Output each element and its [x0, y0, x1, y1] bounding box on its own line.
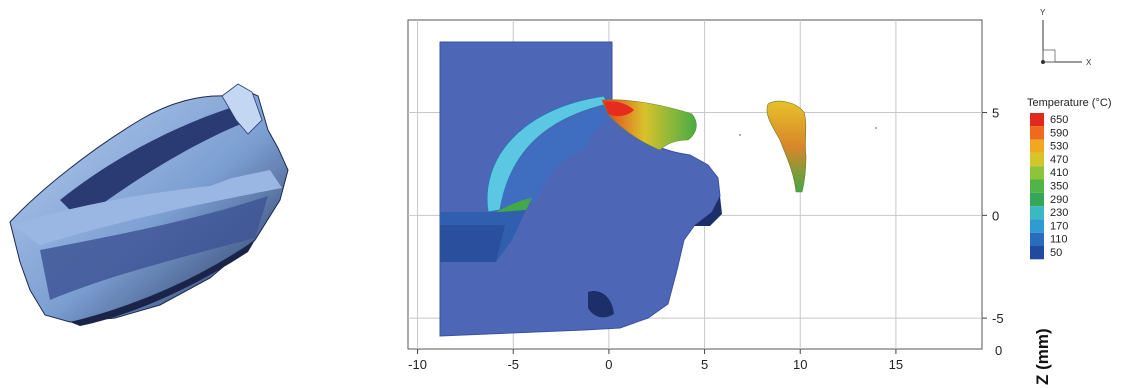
legend-swatch: [1030, 179, 1044, 193]
y-tick-label: 0: [992, 208, 999, 223]
y-tick-label: 5: [992, 106, 999, 121]
tool-lower-dark: [440, 225, 505, 262]
legend-swatch: [1030, 232, 1044, 246]
tool-section-inner: [500, 106, 612, 210]
legend-swatch: [1030, 126, 1044, 140]
tool-pocket-bottom: [588, 290, 614, 318]
x-tick-label: -5: [507, 357, 519, 372]
z-axis-zero-label: 0: [995, 343, 1002, 358]
legend-level-label: 50: [1050, 247, 1062, 259]
chip-detached: [766, 100, 807, 193]
legend-level-label: 590: [1050, 127, 1068, 139]
legend-level-label: 530: [1050, 141, 1068, 153]
tool-shank-edge: [70, 240, 255, 326]
legend-level-label: 110: [1050, 234, 1068, 246]
tool-pocket-right: [694, 196, 722, 226]
triad-origin: [1041, 60, 1045, 64]
x-tick-label: 0: [605, 357, 612, 372]
legend-swatch: [1030, 152, 1044, 167]
x-tick-label: 15: [889, 357, 903, 372]
chip-primary-hot: [604, 101, 634, 117]
debris-dot: [739, 134, 741, 136]
tool-flute-shadow: [40, 196, 268, 300]
legend-level-label: 290: [1050, 194, 1068, 206]
legend-level-label: 470: [1050, 154, 1068, 166]
legend-swatch: [1030, 246, 1044, 260]
triad-box: [1042, 49, 1056, 63]
y-tick-label: -5: [992, 311, 1004, 326]
coordinate-triad: Y X: [1040, 8, 1092, 67]
legend-level-label: 650: [1050, 114, 1068, 126]
z-axis-title: Z (mm): [1033, 328, 1052, 385]
simulation-plot: -10 -5 0 5 10 15 5 0 -5 0 Z (mm): [407, 19, 1052, 385]
legend-swatch: [1030, 219, 1044, 233]
x-tick-label: -10: [408, 357, 427, 372]
triad-y-label: Y: [1040, 8, 1046, 17]
legend-swatch: [1030, 166, 1044, 180]
x-axis-ticks: -10 -5 0 5 10 15: [408, 349, 903, 372]
legend-level-label: 170: [1050, 220, 1068, 232]
debris-dot: [875, 127, 877, 129]
legend-swatch: [1030, 139, 1044, 153]
x-tick-label: 10: [793, 357, 807, 372]
legend-swatch: [1030, 113, 1044, 127]
tool-tip: [221, 83, 263, 135]
tool-flute-lower: [12, 170, 282, 245]
legend-title: Temperature (°C): [1027, 97, 1111, 109]
legend-level-label: 230: [1050, 207, 1068, 219]
tool-flute-upper: [60, 108, 246, 220]
legend-level-label: 350: [1050, 181, 1068, 193]
contact-zone-green: [496, 198, 532, 216]
y-axis-ticks: 5 0 -5: [982, 106, 1004, 326]
legend-swatch: [1030, 192, 1044, 207]
triad-x-label: X: [1086, 58, 1092, 67]
tool-3d-render: [9, 83, 289, 326]
legend-level-label: 410: [1050, 167, 1068, 179]
x-tick-label: 5: [701, 357, 708, 372]
legend-swatch: [1030, 206, 1044, 220]
